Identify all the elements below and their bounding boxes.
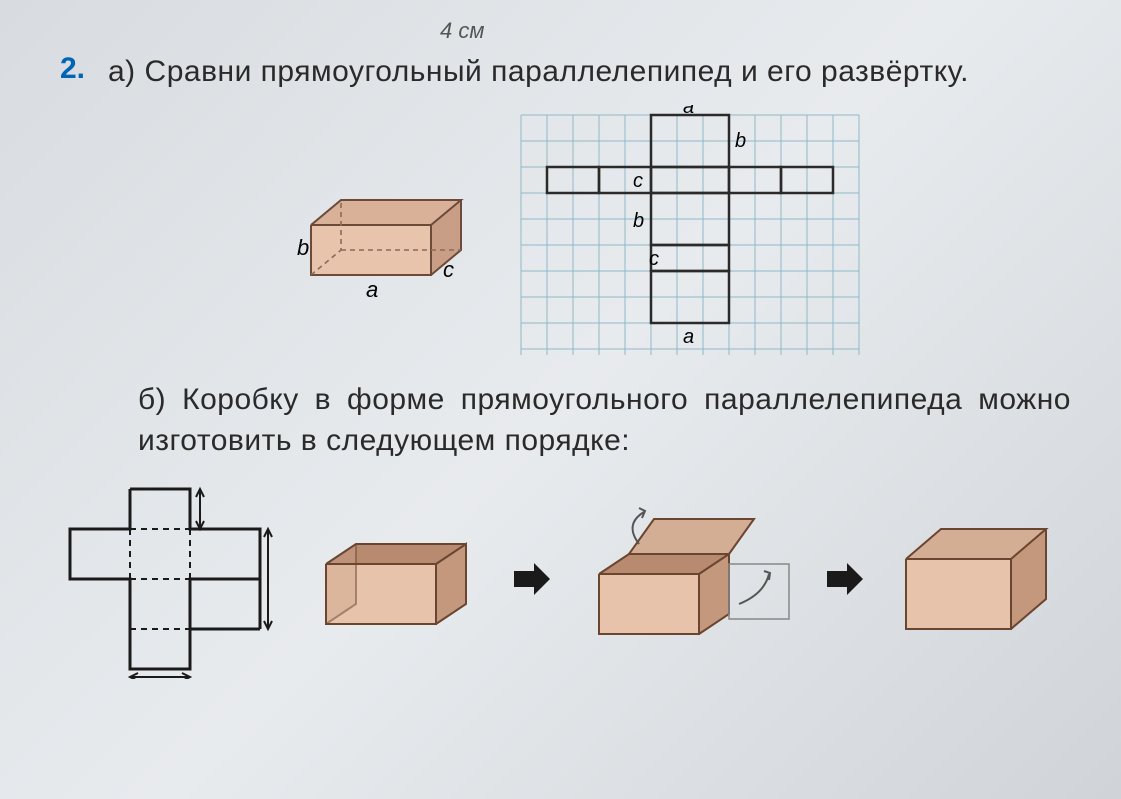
cuboid-3d: b a c: [271, 165, 481, 305]
label-a: a: [366, 277, 378, 302]
net-label-a-top: a: [683, 105, 694, 118]
label-b: b: [297, 235, 309, 260]
box-open: [296, 504, 496, 654]
box-folding: [569, 494, 809, 664]
net-label-c-bot: c: [649, 248, 659, 270]
task-a-row: 2. а) Сравни прямоугольный параллелепипе…: [60, 52, 1081, 93]
figures-b: [60, 479, 1081, 679]
arrow-icon: [825, 559, 865, 599]
task-b-text: б) Коробку в форме прямоугольного паралл…: [138, 379, 1071, 462]
arrow-icon: [512, 559, 552, 599]
page-container: 4 см 2. а) Сравни прямоугольный параллел…: [0, 0, 1121, 699]
header-fragment: 4 см: [440, 18, 1081, 44]
net-with-dimensions: [60, 479, 280, 679]
task-a-text: а) Сравни прямоугольный параллелепипед и…: [108, 52, 969, 93]
net-label-b-top: b: [735, 130, 746, 152]
part-a-body: Сравни прямоугольный параллелепипед и ег…: [145, 55, 969, 88]
part-b-body: Коробку в форме прямоугольного параллеле…: [138, 383, 1071, 457]
box-closed: [881, 504, 1071, 654]
task-number: 2.: [60, 52, 90, 93]
part-a-label: а): [108, 55, 136, 88]
part-b-label: б): [138, 383, 166, 416]
label-c: c: [443, 257, 454, 282]
cuboid-net: a b c b c a: [511, 105, 871, 365]
net-label-a-bot: a: [683, 326, 694, 348]
net-label-b-left: b: [633, 210, 644, 232]
figures-a: b a c: [60, 105, 1081, 365]
net-label-c-left: c: [633, 170, 643, 192]
